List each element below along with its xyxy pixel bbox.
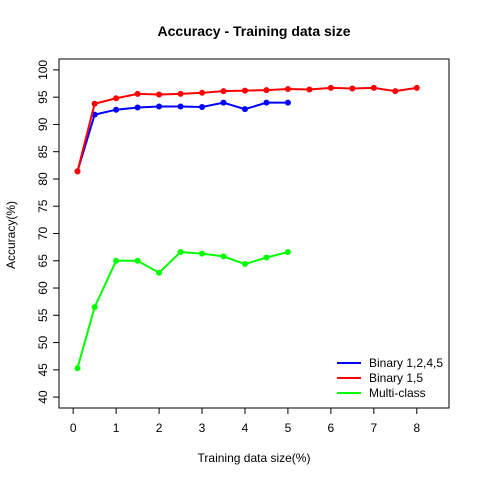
data-point xyxy=(74,168,81,175)
data-point xyxy=(306,86,313,93)
series-line xyxy=(76,101,288,172)
legend-label: Binary 1,5 xyxy=(369,371,423,385)
y-tick-label: 50 xyxy=(36,336,50,350)
data-point xyxy=(113,95,120,102)
data-point xyxy=(177,249,184,256)
legend-label: Binary 1,2,4,5 xyxy=(369,356,443,370)
y-tick-label: 80 xyxy=(36,172,50,186)
data-point xyxy=(392,88,399,95)
data-point xyxy=(349,85,356,92)
x-tick-label: 0 xyxy=(70,421,77,435)
data-point xyxy=(284,99,291,106)
x-axis-label: Training data size(%) xyxy=(198,451,311,465)
data-point xyxy=(199,250,206,257)
data-point xyxy=(113,257,120,264)
data-point xyxy=(156,103,163,110)
y-tick-label: 90 xyxy=(36,117,50,131)
data-point xyxy=(113,106,120,113)
data-point xyxy=(327,84,334,91)
y-tick-label: 45 xyxy=(36,363,50,377)
data-point xyxy=(134,90,141,97)
legend-label: Multi-class xyxy=(369,386,426,400)
data-point xyxy=(263,99,270,106)
data-point xyxy=(413,84,420,91)
x-axis: 0 1 2 3 4 5 6 7 8 xyxy=(70,407,420,435)
data-point xyxy=(241,87,248,94)
y-tick-label: 55 xyxy=(36,308,50,322)
y-axis: 40 45 50 55 60 65 70 75 80 85 90 95 100 xyxy=(36,60,60,404)
data-point xyxy=(263,87,270,94)
data-point xyxy=(220,253,227,260)
x-tick-label: 2 xyxy=(156,421,163,435)
data-point xyxy=(156,269,163,276)
data-point xyxy=(220,99,227,106)
data-point xyxy=(284,85,291,92)
data-point xyxy=(370,84,377,91)
data-point xyxy=(134,257,141,264)
y-tick-label: 40 xyxy=(36,390,50,404)
series-line xyxy=(76,86,417,172)
data-point xyxy=(241,106,248,113)
y-tick-label: 65 xyxy=(36,254,50,268)
data-point xyxy=(91,100,98,107)
y-tick-label: 85 xyxy=(36,145,50,159)
chart-title: Accuracy - Training data size xyxy=(158,23,351,39)
y-axis-label: Accuracy(%) xyxy=(4,201,18,269)
data-point xyxy=(199,89,206,96)
series-group xyxy=(74,99,291,175)
x-tick-label: 1 xyxy=(113,421,120,435)
y-tick-label: 95 xyxy=(36,90,50,104)
data-point xyxy=(177,90,184,97)
data-point xyxy=(263,254,270,261)
data-point xyxy=(134,104,141,111)
series-group xyxy=(74,249,291,372)
x-tick-label: 4 xyxy=(242,421,249,435)
x-tick-label: 5 xyxy=(285,421,292,435)
data-point xyxy=(220,88,227,95)
y-tick-label: 100 xyxy=(36,60,50,80)
y-tick-label: 70 xyxy=(36,227,50,241)
series-line xyxy=(76,251,289,369)
data-point xyxy=(91,304,98,311)
data-point xyxy=(177,103,184,110)
x-tick-label: 8 xyxy=(413,421,420,435)
data-point xyxy=(199,103,206,110)
x-tick-label: 7 xyxy=(370,421,377,435)
series-layer xyxy=(74,84,420,372)
y-tick-label: 75 xyxy=(36,199,50,213)
data-point xyxy=(241,261,248,268)
series-group xyxy=(74,84,420,175)
data-point xyxy=(156,91,163,98)
x-tick-label: 6 xyxy=(328,421,335,435)
data-point xyxy=(284,249,291,256)
data-point xyxy=(74,365,81,372)
x-tick-label: 3 xyxy=(199,421,206,435)
y-tick-label: 60 xyxy=(36,281,50,295)
